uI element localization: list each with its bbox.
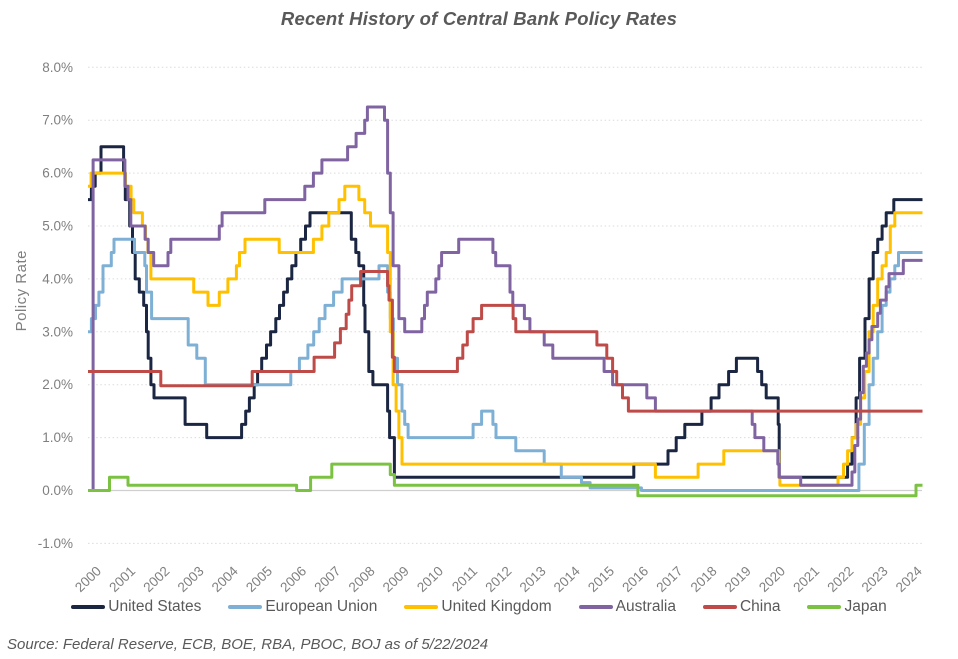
x-tick-label: 2005: [243, 563, 275, 595]
x-tick-label: 2003: [175, 563, 207, 595]
x-tick-label: 2000: [72, 563, 104, 595]
legend-swatch-united-kingdom: [404, 605, 439, 609]
x-tick-label: 2020: [756, 563, 788, 595]
x-tick-label: 2016: [619, 563, 651, 595]
chart-title: Recent History of Central Bank Policy Ra…: [280, 8, 678, 29]
series-line-china: [88, 270, 923, 413]
x-tick-label: 2024: [893, 563, 925, 595]
legend-label-united-kingdom: United Kingdom: [441, 598, 552, 615]
legend-label-australia: Australia: [615, 598, 676, 615]
legend-swatch-united-states: [71, 605, 106, 609]
legend-item-japan: Japan: [807, 598, 887, 616]
legend-item-united-kingdom: United Kingdom: [404, 598, 552, 616]
series-line-european-union: [88, 237, 923, 492]
legend-swatch-japan: [807, 605, 842, 609]
legend-swatch-china: [702, 605, 737, 609]
chart-legend: United States European Union United Kingdo…: [0, 598, 958, 616]
y-tick-label: 4.0%: [42, 271, 73, 286]
x-tick-label: 2015: [585, 563, 617, 595]
y-tick-label: 3.0%: [42, 324, 73, 339]
x-tick-label: 2006: [277, 563, 309, 595]
x-tick-label: 2022: [824, 563, 856, 595]
legend-swatch-european-union: [228, 605, 263, 609]
legend-label-china: China: [739, 598, 781, 615]
x-tick-label: 2009: [380, 563, 412, 595]
y-tick-label: 8.0%: [42, 60, 73, 75]
x-tick-label: 2023: [859, 563, 891, 595]
series-line-united-states: [88, 145, 923, 479]
series-line-australia: [91, 105, 923, 492]
legend-item-australia: Australia: [578, 598, 676, 616]
x-tick-label: 2012: [482, 563, 514, 595]
legend-label-european-union: European Union: [265, 598, 378, 615]
x-tick-label: 2013: [517, 563, 549, 595]
legend-label-japan: Japan: [844, 598, 887, 615]
x-tick-label: 2010: [414, 563, 446, 595]
legend-label-united-states: United States: [108, 598, 202, 615]
series-line-united-kingdom: [88, 171, 923, 487]
x-tick-label: 2021: [790, 563, 822, 595]
x-tick-label: 2002: [140, 563, 172, 595]
legend-item-china: China: [702, 598, 781, 616]
y-tick-label: 1.0%: [42, 430, 73, 445]
legend-item-united-states: United States: [71, 598, 201, 616]
x-tick-label: 2018: [688, 563, 720, 595]
x-tick-label: 2019: [722, 563, 754, 595]
x-tick-label: 2008: [346, 563, 378, 595]
y-tick-label: 2.0%: [42, 377, 73, 392]
y-tick-label: 5.0%: [42, 219, 73, 234]
y-tick-label: 6.0%: [42, 166, 73, 181]
source-note: Source: Federal Reserve, ECB, BOE, RBA, …: [7, 636, 489, 653]
x-tick-label: 2004: [209, 563, 241, 595]
x-tick-label: 2007: [311, 563, 343, 595]
x-tick-label: 2001: [106, 563, 138, 595]
legend-swatch-australia: [578, 605, 613, 609]
x-tick-label: 2017: [653, 563, 685, 595]
series-line-japan: [88, 462, 923, 498]
y-tick-label: 7.0%: [42, 113, 73, 128]
x-tick-label: 2014: [551, 563, 583, 595]
x-tick-label: 2011: [449, 563, 480, 594]
y-tick-label: 0.0%: [42, 483, 73, 498]
y-tick-label: -1.0%: [38, 536, 73, 551]
legend-item-european-union: European Union: [228, 598, 377, 616]
